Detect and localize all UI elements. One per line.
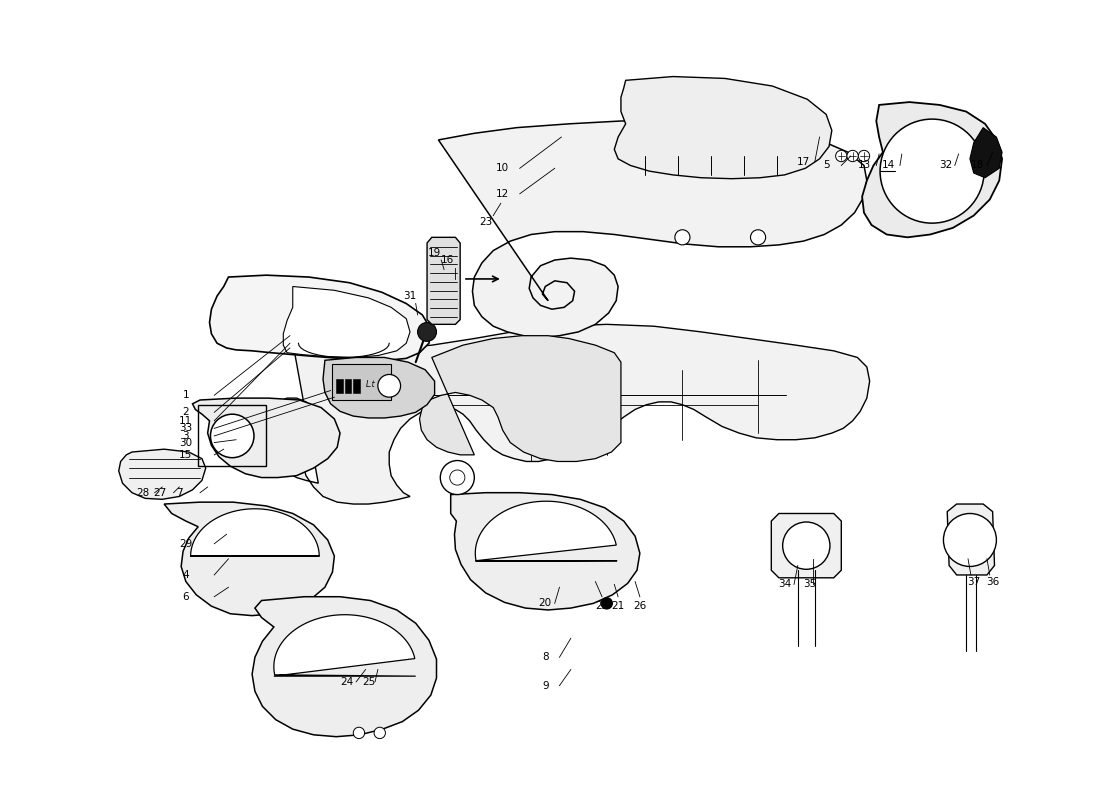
Text: L.t: L.t: [365, 380, 375, 390]
Polygon shape: [614, 77, 832, 178]
Text: 25: 25: [362, 677, 375, 687]
Text: 22: 22: [595, 601, 608, 611]
Text: 34: 34: [778, 579, 791, 590]
Polygon shape: [427, 238, 460, 324]
Polygon shape: [970, 128, 1002, 178]
Bar: [353, 379, 360, 394]
Text: 36: 36: [986, 577, 999, 586]
Text: 18: 18: [971, 161, 984, 170]
Text: 26: 26: [634, 601, 647, 611]
Text: 33: 33: [179, 423, 192, 434]
Polygon shape: [164, 502, 334, 616]
Text: 4: 4: [183, 570, 189, 580]
Text: 27: 27: [154, 488, 167, 498]
Text: 10: 10: [496, 163, 509, 174]
Text: 11: 11: [179, 416, 192, 426]
Circle shape: [783, 522, 829, 570]
Polygon shape: [264, 324, 870, 504]
Text: 21: 21: [612, 601, 625, 611]
Circle shape: [440, 461, 474, 494]
Polygon shape: [862, 102, 1002, 238]
Circle shape: [210, 414, 254, 458]
Polygon shape: [323, 358, 434, 418]
Circle shape: [880, 119, 984, 223]
Text: 37: 37: [967, 577, 980, 586]
Bar: [198, 405, 266, 466]
Bar: [332, 364, 392, 400]
Bar: [344, 379, 351, 394]
Circle shape: [450, 470, 465, 485]
Circle shape: [374, 727, 385, 738]
Circle shape: [674, 230, 690, 245]
Text: 3: 3: [183, 431, 189, 441]
Circle shape: [847, 150, 858, 162]
Bar: [337, 379, 343, 394]
Polygon shape: [439, 121, 867, 338]
Text: 29: 29: [179, 538, 192, 549]
Polygon shape: [119, 449, 206, 499]
Text: 28: 28: [136, 488, 150, 498]
Polygon shape: [190, 509, 319, 556]
Polygon shape: [771, 514, 842, 578]
Polygon shape: [284, 286, 410, 358]
Text: 32: 32: [938, 161, 952, 170]
Text: 17: 17: [796, 157, 810, 166]
Text: 30: 30: [179, 438, 192, 447]
Circle shape: [353, 727, 364, 738]
Text: 16: 16: [441, 255, 454, 265]
Text: 2: 2: [183, 407, 189, 418]
Text: 5: 5: [823, 161, 829, 170]
Polygon shape: [419, 336, 620, 462]
Polygon shape: [451, 493, 640, 610]
Circle shape: [378, 374, 400, 397]
Text: 8: 8: [542, 652, 549, 662]
Circle shape: [601, 598, 613, 609]
Circle shape: [836, 150, 847, 162]
Polygon shape: [274, 614, 416, 676]
Polygon shape: [947, 504, 994, 575]
Text: 7: 7: [176, 488, 183, 498]
Text: 12: 12: [496, 189, 509, 199]
Text: 1: 1: [183, 390, 189, 400]
Circle shape: [944, 514, 997, 566]
Polygon shape: [475, 501, 617, 562]
Circle shape: [418, 322, 437, 342]
Text: 23: 23: [480, 217, 493, 227]
Circle shape: [750, 230, 766, 245]
Polygon shape: [252, 597, 437, 737]
Text: 6: 6: [183, 592, 189, 602]
Text: 24: 24: [340, 677, 353, 687]
Text: 13: 13: [857, 161, 870, 170]
Polygon shape: [209, 275, 431, 360]
Text: 20: 20: [539, 598, 552, 608]
Text: 9: 9: [542, 681, 549, 690]
Text: 19: 19: [428, 249, 441, 258]
Text: 35: 35: [803, 579, 816, 590]
Text: 14: 14: [882, 161, 895, 170]
Circle shape: [858, 150, 870, 162]
Text: 15: 15: [179, 450, 192, 460]
Polygon shape: [192, 398, 340, 478]
Text: 31: 31: [404, 291, 417, 301]
